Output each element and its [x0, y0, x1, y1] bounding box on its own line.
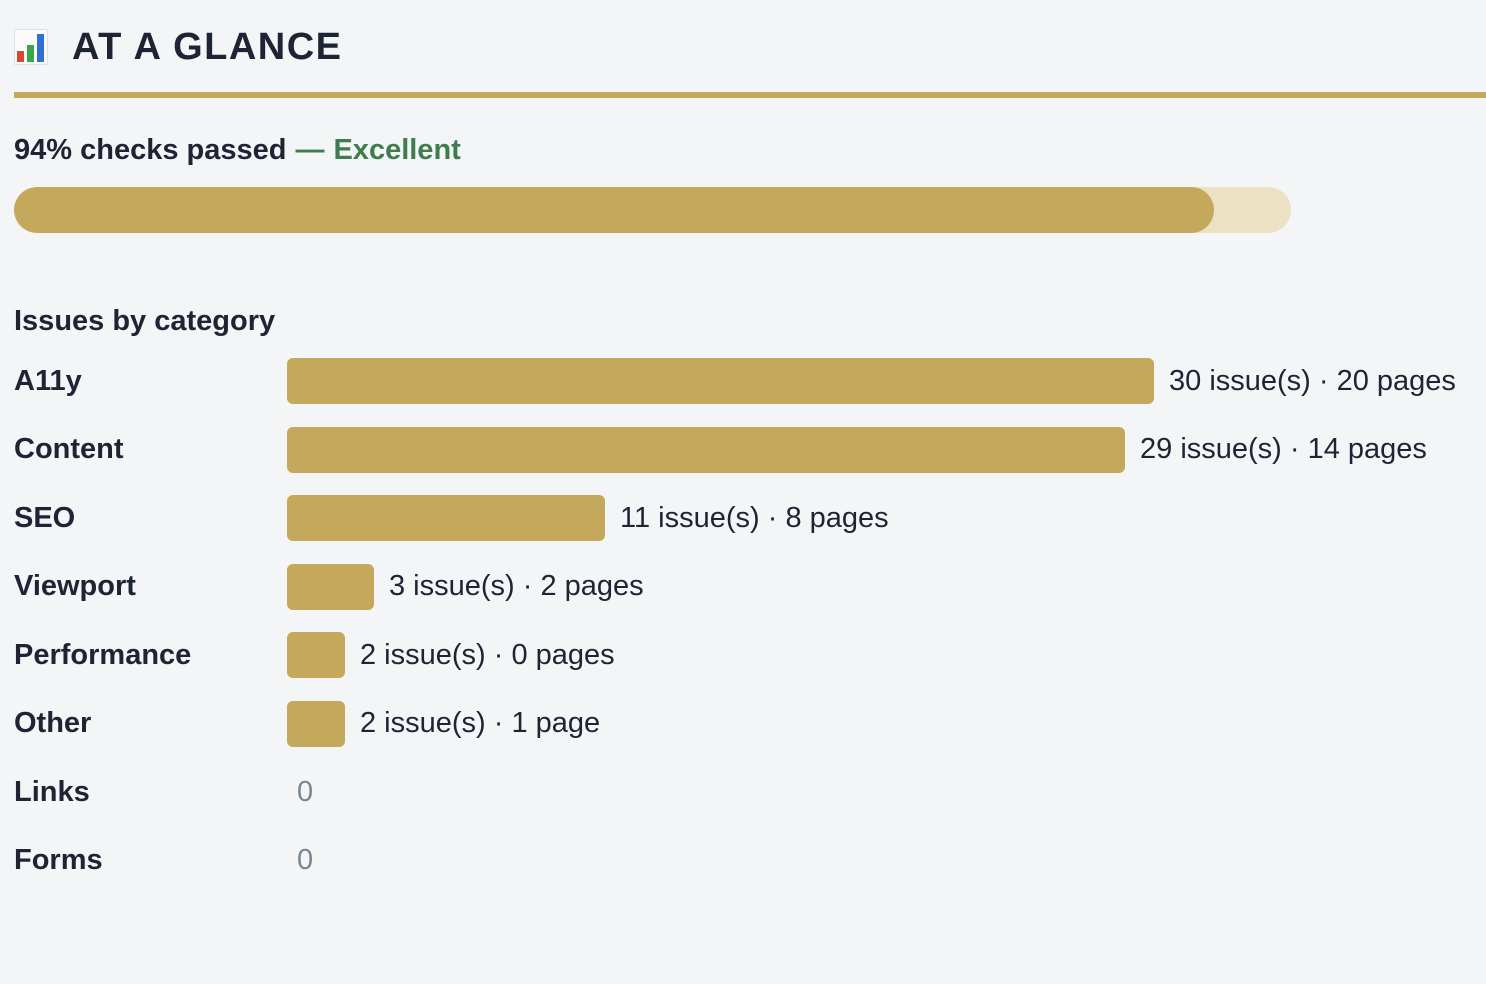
issues-section-title: Issues by category: [14, 304, 276, 337]
category-row: Content 29 issue(s) · 14 pages: [0, 416, 1486, 484]
category-bar: [287, 358, 1154, 404]
category-issue-count: 0: [297, 844, 314, 876]
category-row: Links 0: [0, 758, 1486, 826]
category-issue-count: 30 issue(s) · 20 pages: [1169, 364, 1456, 397]
page-title: AT A GLANCE: [72, 25, 343, 68]
checks-progress-bar: [14, 187, 1291, 233]
category-row: Other 2 issue(s) · 1 page: [0, 690, 1486, 758]
category-label: SEO: [14, 501, 76, 534]
category-bar: [287, 700, 345, 747]
category-row: SEO 11 issue(s) · 8 pages: [0, 484, 1486, 552]
checks-summary: 94% checks passed — Excellent: [14, 128, 461, 172]
category-label: Links: [14, 775, 90, 808]
category-issue-count: 2 issue(s) · 0 pages: [360, 638, 615, 671]
category-label: Performance: [14, 638, 192, 671]
bar-chart-icon: [14, 29, 48, 65]
category-label: Other: [14, 707, 92, 739]
category-bar: [287, 563, 374, 610]
category-label: Viewport: [14, 570, 136, 602]
category-row: Forms 0: [0, 827, 1486, 895]
category-bar-group: 30 issue(s) · 20 pages: [287, 358, 1456, 404]
category-bar: [287, 495, 605, 541]
category-bar-group: 11 issue(s) · 8 pages: [287, 495, 889, 541]
category-bar-group: 0: [287, 776, 313, 809]
category-bar: [287, 426, 1125, 473]
header-divider: [14, 92, 1486, 98]
category-row: Viewport 3 issue(s) · 2 pages: [0, 553, 1486, 621]
category-bar-group: 2 issue(s) · 1 page: [287, 700, 601, 747]
category-bar-group: 0: [287, 844, 313, 877]
category-label: Content: [14, 433, 124, 465]
checks-passed-text: 94% checks passed: [14, 133, 287, 166]
category-issue-count: 0: [297, 775, 314, 808]
category-label: A11y: [14, 364, 82, 397]
panel-header: AT A GLANCE: [14, 22, 343, 72]
category-bar-group: 29 issue(s) · 14 pages: [287, 426, 1427, 473]
category-label: Forms: [14, 844, 103, 876]
category-bar-group: 2 issue(s) · 0 pages: [287, 632, 615, 678]
summary-separator: —: [295, 133, 325, 166]
rating-badge: Excellent: [333, 133, 461, 166]
category-issue-count: 11 issue(s) · 8 pages: [620, 501, 889, 534]
category-row: Performance 2 issue(s) · 0 pages: [0, 621, 1486, 689]
category-issue-count: 2 issue(s) · 1 page: [360, 707, 601, 739]
checks-progress-fill: [14, 187, 1215, 233]
category-bar: [287, 632, 345, 678]
category-issue-count: 3 issue(s) · 2 pages: [389, 570, 644, 602]
category-issue-count: 29 issue(s) · 14 pages: [1140, 433, 1427, 465]
category-row: A11y 30 issue(s) · 20 pages: [0, 347, 1486, 415]
category-bar-group: 3 issue(s) · 2 pages: [287, 563, 644, 610]
